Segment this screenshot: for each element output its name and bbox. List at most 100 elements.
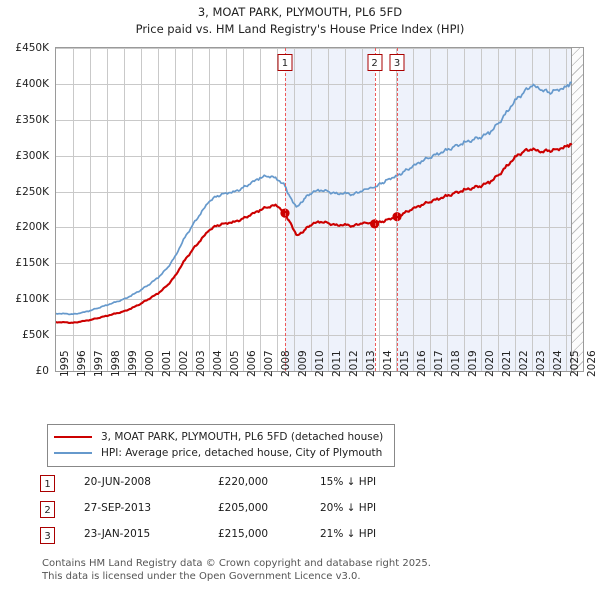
event-marker-line-2 xyxy=(374,48,376,371)
legend-item-1[interactable]: 3, MOAT PARK, PLYMOUTH, PL6 5FD (detache… xyxy=(54,429,388,445)
gridline-vertical xyxy=(141,48,142,371)
property-price-line xyxy=(56,142,573,324)
table-row[interactable]: 2 27-SEP-2013 £205,000 20% ↓ HPI xyxy=(40,498,460,524)
gridline-vertical xyxy=(328,48,329,371)
gridline-vertical xyxy=(277,48,278,371)
x-axis-labels: 1995 1996 1997 1998 1999 2000 2001 2002 2003 2004… xyxy=(55,350,598,420)
x-axis-tick-label: 1999 xyxy=(127,350,139,377)
event-badge-1[interactable]: 1 xyxy=(277,54,293,71)
gridline-vertical xyxy=(481,48,482,371)
gridline-vertical xyxy=(396,48,397,371)
transaction-price: £220,000 xyxy=(218,476,269,488)
transaction-price: £205,000 xyxy=(218,502,269,514)
transaction-hpi-delta: 15% ↓ HPI xyxy=(320,476,377,488)
series-canvas xyxy=(56,81,573,324)
gridline-vertical xyxy=(566,48,567,371)
gridline-vertical xyxy=(447,48,448,371)
y-axis-tick-label: £50K xyxy=(22,329,49,342)
gridline-vertical xyxy=(498,48,499,371)
gridline-horizontal xyxy=(56,155,583,157)
y-axis-tick-label: £0 xyxy=(35,365,49,377)
legend-item-label: 3, MOAT PARK, PLYMOUTH, PL6 5FD (detache… xyxy=(101,431,384,443)
chart-title-block: 3, MOAT PARK, PLYMOUTH, PL6 5FD Price pa… xyxy=(0,4,600,38)
gridline-horizontal xyxy=(56,119,583,121)
gridline-vertical xyxy=(345,48,346,371)
footer-line-1: Contains HM Land Registry data © Crown c… xyxy=(42,558,431,569)
gridline-horizontal xyxy=(56,299,583,301)
table-row[interactable]: 3 23-JAN-2015 £215,000 21% ↓ HPI xyxy=(40,524,460,550)
gridline-vertical xyxy=(124,48,125,371)
x-axis-tick-label: 1996 xyxy=(76,350,88,377)
x-axis-tick-label: 2004 xyxy=(212,350,224,377)
x-axis-tick-label: 1995 xyxy=(59,350,71,377)
page-subtitle: Price paid vs. HM Land Registry's House … xyxy=(135,22,465,36)
x-axis-tick-label: 2006 xyxy=(246,350,258,377)
legend-item-label: HPI: Average price, detached house, City… xyxy=(101,447,383,459)
x-axis-tick-label: 2023 xyxy=(535,350,547,377)
x-axis-tick-label: 1998 xyxy=(110,350,122,377)
gridline-vertical xyxy=(226,48,227,371)
x-axis-tick-label: 2007 xyxy=(263,350,275,377)
x-axis-tick-label: 2011 xyxy=(331,350,343,377)
legend-line-swatch xyxy=(54,452,92,454)
x-axis-tick-label: 2012 xyxy=(348,350,360,377)
table-row[interactable]: 1 20-JUN-2008 £220,000 15% ↓ HPI xyxy=(40,472,460,498)
gridline-vertical xyxy=(158,48,159,371)
transaction-badge[interactable]: 2 xyxy=(40,501,55,518)
x-axis-tick-label: 2014 xyxy=(382,350,394,377)
x-axis-tick-label: 2010 xyxy=(314,350,326,377)
y-axis-tick-label: £100K xyxy=(15,293,49,306)
x-axis-tick-label: 2017 xyxy=(433,350,445,377)
ownership-band-1 xyxy=(284,48,375,371)
x-axis-tick-label: 2022 xyxy=(518,350,530,377)
x-axis-tick-label: 2015 xyxy=(399,350,411,377)
y-axis-tick-label: £300K xyxy=(15,149,49,162)
y-axis-tick-label: £250K xyxy=(15,185,49,198)
x-axis-tick-label: 2002 xyxy=(178,350,190,377)
x-axis-tick-label: 2005 xyxy=(229,350,241,377)
transaction-date: 27-SEP-2013 xyxy=(84,502,152,514)
no-data-hatched-region xyxy=(571,48,583,371)
transactions-table: 1 20-JUN-2008 £220,000 15% ↓ HPI 2 27-SEP-201… xyxy=(40,472,460,550)
x-axis-tick-label: 2018 xyxy=(450,350,462,377)
x-axis-tick-label: 2003 xyxy=(195,350,207,377)
gridline-vertical xyxy=(413,48,414,371)
x-axis-tick-label: 2021 xyxy=(501,350,513,377)
gridline-vertical xyxy=(294,48,295,371)
event-badge-3[interactable]: 3 xyxy=(389,54,405,71)
legend-line-swatch xyxy=(54,436,92,438)
page-title: 3, MOAT PARK, PLYMOUTH, PL6 5FD xyxy=(197,5,403,19)
transaction-badge[interactable]: 1 xyxy=(40,475,55,492)
event-marker-line-3 xyxy=(397,48,399,371)
gridline-horizontal xyxy=(56,263,583,265)
gridline-vertical xyxy=(209,48,210,371)
x-axis-tick-label: 2024 xyxy=(552,350,564,377)
event-marker-line-1 xyxy=(284,48,286,371)
x-axis-tick-label: 1997 xyxy=(93,350,105,377)
gridline-vertical xyxy=(311,48,312,371)
chart-area: £0 £50K £100K £150K £200K £250K £300K £350K £400… xyxy=(0,42,600,377)
legend-item-2[interactable]: HPI: Average price, detached house, City… xyxy=(54,445,388,461)
transaction-hpi-delta: 20% ↓ HPI xyxy=(320,502,377,514)
event-badge-2[interactable]: 2 xyxy=(367,54,383,71)
gridline-vertical xyxy=(515,48,516,371)
gridline-vertical xyxy=(243,48,244,371)
transaction-badge[interactable]: 3 xyxy=(40,527,55,544)
transaction-hpi-delta: 21% ↓ HPI xyxy=(320,528,377,540)
y-axis-tick-label: £150K xyxy=(15,257,49,270)
gridline-horizontal xyxy=(56,335,583,337)
gridline-vertical xyxy=(549,48,550,371)
x-axis-tick-label: 2020 xyxy=(484,350,496,377)
transaction-date: 23-JAN-2015 xyxy=(84,528,151,540)
x-axis-tick-label: 2019 xyxy=(467,350,479,377)
x-axis-tick-label: 2026 xyxy=(586,350,598,377)
gridline-vertical xyxy=(192,48,193,371)
x-axis-tick-label: 2001 xyxy=(161,350,173,377)
footer-line-2: This data is licensed under the Open Gov… xyxy=(42,570,361,582)
hpi-average-line xyxy=(56,81,572,316)
gridline-vertical xyxy=(175,48,176,371)
x-axis-tick-label: 2009 xyxy=(297,350,309,377)
x-axis-tick-label: 2013 xyxy=(365,350,377,377)
gridline-vertical xyxy=(90,48,91,371)
